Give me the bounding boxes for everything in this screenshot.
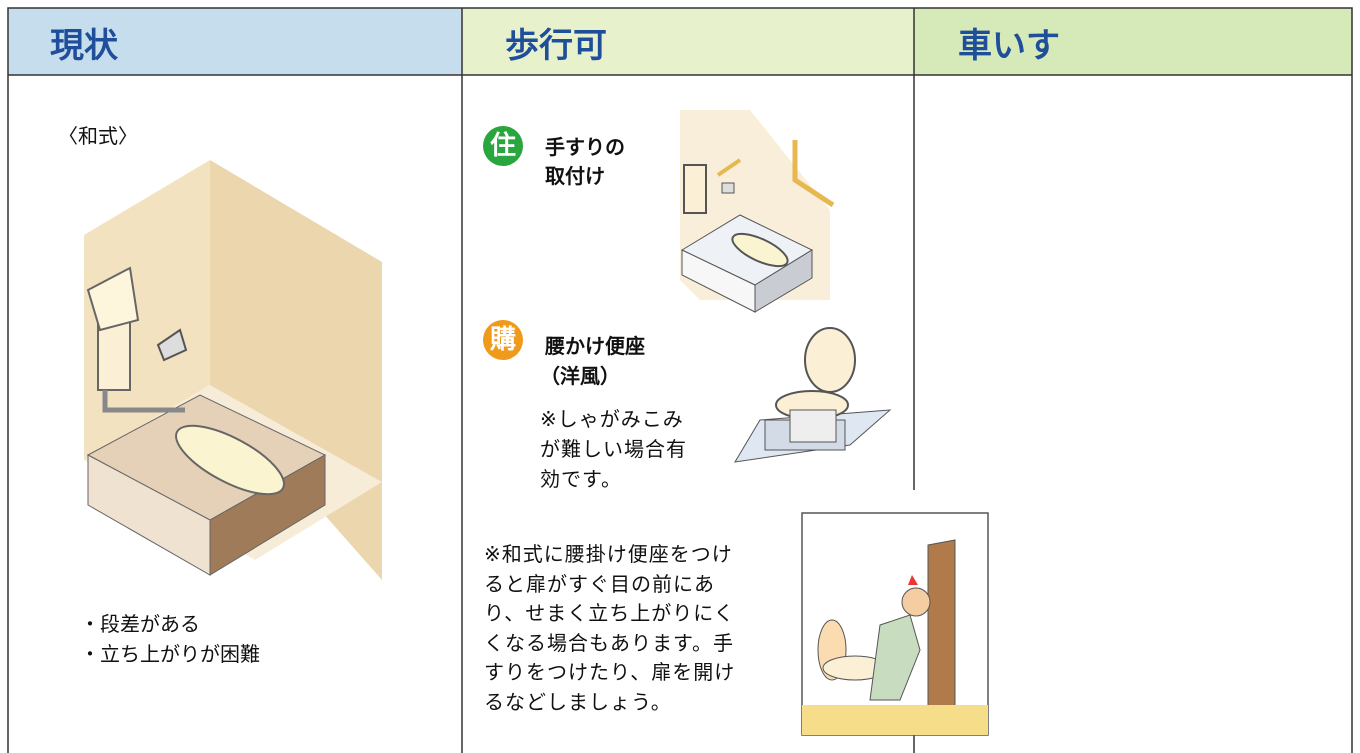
- column-header: 車いす: [958, 26, 1060, 66]
- item-title: 取付け: [545, 164, 605, 188]
- item-note: が難しい場合有: [540, 437, 687, 461]
- note-block: ※和式に腰掛け便座をつけ ると扉がすぐ目の前にあ り、せまく立ち上がりにく くなる場合…: [484, 540, 735, 717]
- item-title: （洋風）: [540, 364, 620, 388]
- note-line: くなる場合もあります。手: [484, 630, 734, 655]
- note-line: るなどしましょう。: [484, 689, 672, 714]
- item-title: 腰かけ便座: [545, 334, 645, 358]
- header-cell: [462, 8, 914, 75]
- note-line: ると扉がすぐ目の前にあ: [484, 571, 715, 596]
- issue-point: ・段差がある: [80, 612, 200, 636]
- issue-point: ・立ち上がりが困難: [80, 642, 260, 666]
- badge: 購: [483, 320, 523, 360]
- item-title: 手すりの: [545, 135, 625, 159]
- style-label: 〈和式〉: [58, 124, 138, 148]
- item-note: ※しゃがみこみ: [540, 407, 684, 431]
- column-header: 現状: [50, 26, 118, 66]
- item-note: 効です。: [540, 467, 622, 491]
- header-cell: [8, 8, 462, 75]
- note-line: ※和式に腰掛け便座をつけ: [484, 542, 733, 566]
- column-header: 歩行可: [505, 26, 607, 66]
- note-line: すりをつけたり、扉を開け: [484, 660, 736, 684]
- header-cell: [914, 8, 1352, 75]
- badge: 住: [483, 126, 523, 166]
- note-line: り、せまく立ち上がりにく: [484, 601, 735, 625]
